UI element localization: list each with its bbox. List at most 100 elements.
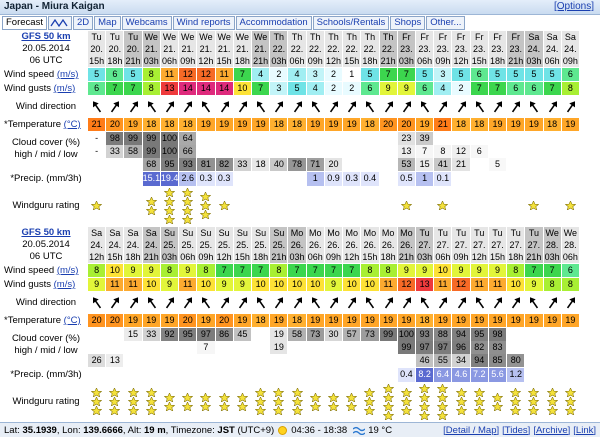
tab[interactable]: Wind reports bbox=[172, 16, 235, 30]
star bbox=[528, 397, 540, 406]
cloud-mid-cell: 82 bbox=[470, 341, 488, 354]
unit-link[interactable]: (m/s) bbox=[53, 83, 76, 94]
wind-gust-cell: 7 bbox=[543, 82, 561, 95]
wind-arrow bbox=[310, 296, 322, 310]
date-header: 26. bbox=[306, 239, 324, 251]
footer-link[interactable]: [Detail / Map] bbox=[443, 424, 500, 436]
rating-stars bbox=[179, 383, 196, 420]
hour-header: 03h bbox=[142, 55, 160, 67]
rating-stars bbox=[161, 383, 178, 420]
cloud-mid-cell: 6 bbox=[470, 145, 488, 158]
day-header: Tu bbox=[416, 227, 434, 239]
cloud-mid-cell: 97 bbox=[434, 341, 452, 354]
star bbox=[400, 397, 412, 406]
temperature-cell: 18 bbox=[452, 118, 470, 131]
unit-link[interactable]: (m/s) bbox=[56, 265, 79, 276]
day-header: Mo bbox=[379, 227, 397, 239]
options-link[interactable]: [Options] bbox=[553, 1, 594, 12]
footer-link[interactable]: [Tides] bbox=[502, 424, 531, 436]
hour-header: 12h bbox=[197, 55, 215, 67]
star bbox=[145, 205, 157, 215]
rating-stars bbox=[562, 187, 579, 224]
row-label: 20.05.2014 bbox=[22, 239, 70, 250]
unit-link[interactable]: (m/s) bbox=[53, 279, 76, 290]
hour-header: 18h bbox=[106, 55, 124, 67]
wind-gust-cell: 11 bbox=[179, 278, 197, 291]
rating-stars bbox=[452, 187, 469, 224]
footer-link[interactable]: [Archive] bbox=[533, 424, 571, 436]
date-header: 25. bbox=[179, 239, 197, 251]
day-header: Fr bbox=[507, 31, 525, 43]
hour-header: 03h bbox=[270, 55, 288, 67]
tab[interactable]: Schools/Rentals bbox=[312, 16, 390, 30]
tab[interactable]: 2D bbox=[72, 16, 94, 30]
wind-gust-cell: 13 bbox=[160, 82, 179, 95]
row-label: Wind direction bbox=[15, 297, 77, 308]
row-label[interactable]: GFS 50 km bbox=[21, 227, 71, 238]
star bbox=[291, 406, 303, 415]
tab[interactable]: Accommodation bbox=[235, 16, 312, 30]
spot-title: Japan - Miura Kaigan bbox=[4, 1, 105, 12]
cloud-high-cell: 94 bbox=[452, 328, 470, 341]
precip-cell: 6.4 bbox=[434, 368, 452, 382]
rating-stars bbox=[398, 383, 415, 420]
cloud-low-cell: 26 bbox=[88, 354, 106, 367]
star bbox=[437, 401, 449, 411]
day-header: Su bbox=[252, 227, 270, 239]
cloud-mid-cell: 12 bbox=[452, 145, 470, 158]
tab[interactable]: Other... bbox=[426, 16, 466, 30]
day-header: Fr bbox=[416, 31, 434, 43]
wind-speed-cell: 4 bbox=[252, 68, 270, 81]
wind-speed-cell: 3 bbox=[434, 68, 452, 81]
tab[interactable]: Webcams bbox=[121, 16, 172, 30]
wind-arrow bbox=[419, 100, 431, 114]
star bbox=[291, 388, 303, 397]
sun-times: 04:36 - 18:38 bbox=[291, 424, 348, 436]
wind-arrow bbox=[219, 296, 231, 310]
wind-speed-cell: 6 bbox=[561, 264, 579, 277]
wind-arrow bbox=[547, 296, 559, 310]
wind-arrow bbox=[456, 296, 468, 310]
star bbox=[437, 392, 449, 402]
star bbox=[218, 201, 230, 210]
wind-gust-cell: 8 bbox=[561, 278, 579, 291]
wind-speed-cell: 7 bbox=[252, 264, 270, 277]
footer-links: [Detail / Map] [Tides] [Archive] [Link] bbox=[443, 425, 596, 436]
star bbox=[382, 401, 394, 411]
rating-stars bbox=[434, 187, 451, 224]
tab[interactable]: Map bbox=[94, 16, 121, 30]
star bbox=[473, 397, 485, 406]
tab[interactable]: Shops bbox=[390, 16, 426, 30]
tab[interactable]: Forecast bbox=[2, 16, 47, 30]
row-label[interactable]: GFS 50 km bbox=[21, 31, 71, 42]
cloud-high-cell: 73 bbox=[306, 328, 324, 341]
cloud-high-cell: 19 bbox=[270, 328, 288, 341]
hour-header: 03h bbox=[543, 251, 561, 263]
footer-link[interactable]: [Link] bbox=[573, 424, 596, 436]
label-text: *Temperature bbox=[4, 315, 62, 326]
day-header: Sa bbox=[124, 227, 142, 239]
unit-link[interactable]: (°C) bbox=[63, 315, 81, 326]
day-header: Sa bbox=[106, 227, 124, 239]
date-header: 27. bbox=[452, 239, 470, 251]
info-value: 19 m bbox=[144, 424, 166, 436]
wind-gust-cell: 5 bbox=[288, 82, 306, 95]
unit-link[interactable]: (m/s) bbox=[56, 69, 79, 80]
wind-speed-cell: 9 bbox=[124, 264, 142, 277]
temperature-cell: 18 bbox=[288, 118, 306, 131]
star bbox=[91, 406, 103, 415]
wind-speed-cell: 5 bbox=[543, 68, 561, 81]
info-label: , Lon: bbox=[56, 424, 81, 436]
cloud-low-cell: 34 bbox=[452, 354, 470, 367]
hour-header: 09h bbox=[434, 55, 452, 67]
temperature-cell: 19 bbox=[543, 314, 561, 327]
temperature-cell: 21 bbox=[434, 118, 452, 131]
star bbox=[564, 388, 576, 397]
graph-tab[interactable] bbox=[47, 16, 72, 30]
day-header: We bbox=[179, 31, 197, 43]
wind-arrow bbox=[510, 100, 522, 114]
star bbox=[200, 192, 212, 201]
day-header: Sa bbox=[543, 31, 561, 43]
unit-link[interactable]: (°C) bbox=[63, 119, 81, 130]
